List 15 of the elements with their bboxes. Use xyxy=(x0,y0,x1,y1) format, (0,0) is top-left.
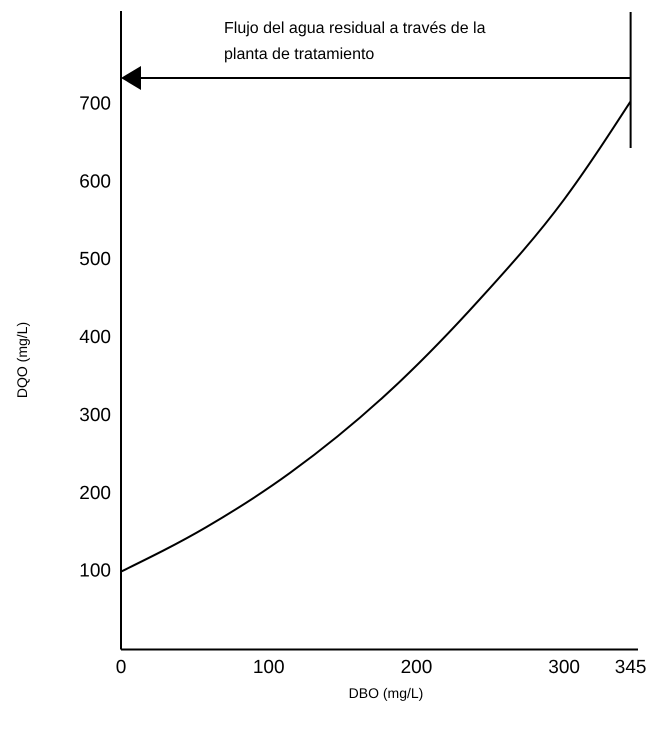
y-tick-label: 400 xyxy=(79,327,111,348)
y-axis-title: DQO (mg/L) xyxy=(14,322,30,398)
x-tick-label: 100 xyxy=(252,657,285,678)
x-axis-title: DBO (mg/L) xyxy=(348,685,424,701)
x-tick-label: 0 xyxy=(116,657,126,678)
y-tick-label: 100 xyxy=(79,560,111,582)
y-tick-label: 200 xyxy=(79,482,111,504)
y-tick-label: 700 xyxy=(79,93,111,114)
x-tick-label: 345 xyxy=(614,657,646,678)
ref-line-label: Flujo del agua residual a través de la planta de tratamiento xyxy=(224,20,486,63)
y-tick-label: 500 xyxy=(79,249,111,270)
y-tick-label: 300 xyxy=(79,404,111,426)
x-tick-label: 200 xyxy=(400,657,432,678)
y-tick-label: 600 xyxy=(79,171,111,192)
x-tick-label: 300 xyxy=(548,657,580,678)
